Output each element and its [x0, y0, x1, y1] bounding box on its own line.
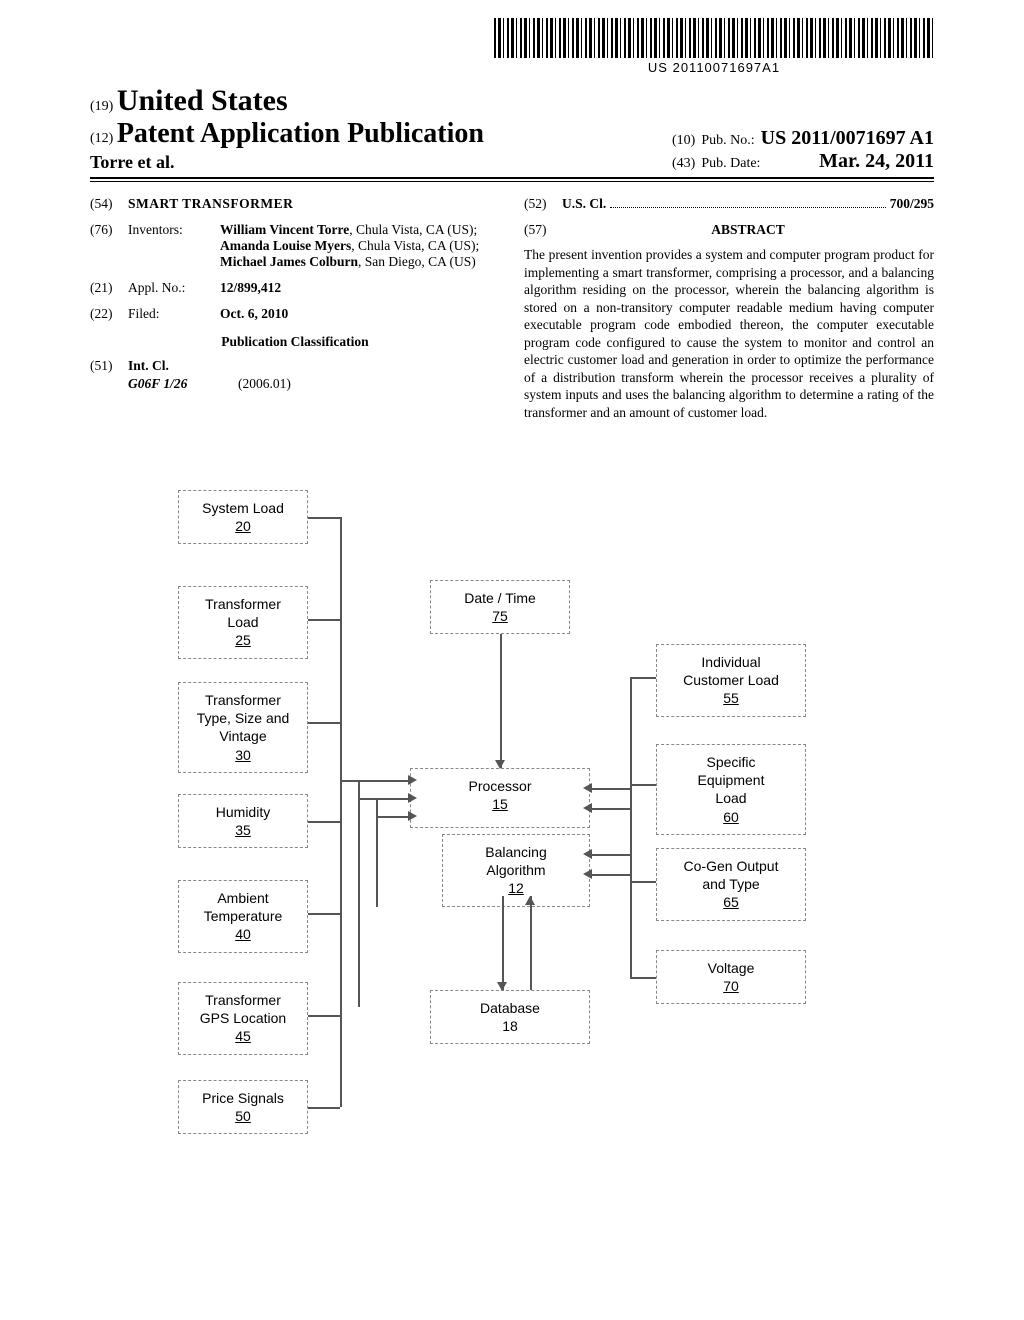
header-right: (10) Pub. No.: US 2011/0071697 A1 (43) P…	[672, 127, 934, 173]
diagram-box-ambient-temp: AmbientTemperature40	[178, 880, 308, 953]
inventors-value: William Vincent Torre, Chula Vista, CA (…	[220, 222, 500, 270]
f54-code: (54)	[90, 196, 128, 212]
authors-line: Torre et al.	[90, 152, 484, 173]
f51-label: Int. Cl.	[128, 358, 169, 374]
diagram-box-equip-load: SpecificEquipmentLoad60	[656, 744, 806, 835]
int-cl-class: G06F 1/26	[128, 376, 238, 392]
diagram-box-database: Database18	[430, 990, 590, 1044]
invention-title: SMART TRANSFORMER	[128, 196, 293, 212]
pub-class-heading: Publication Classification	[90, 334, 500, 350]
figure-diagram: System Load20 TransformerLoad25 Date / Tim…	[130, 490, 890, 1290]
diagram-box-system-load: System Load20	[178, 490, 308, 544]
diagram-box-transformer-load: TransformerLoad25	[178, 586, 308, 659]
pubno-label: Pub. No.:	[701, 133, 754, 149]
appl-no: 12/899,412	[220, 280, 500, 296]
diagram-box-voltage: Voltage70	[656, 950, 806, 1004]
pubdate-label: Pub. Date:	[701, 156, 760, 172]
f22-code: (22)	[90, 306, 128, 322]
thin-rule	[90, 181, 934, 182]
barcode	[494, 18, 934, 58]
diagram-box-gps: TransformerGPS Location45	[178, 982, 308, 1055]
diagram-box-humidity: Humidity35	[178, 794, 308, 848]
pub-code: (12)	[90, 131, 113, 146]
header-country-line: (19) United States	[90, 84, 934, 118]
us-cl-value: 700/295	[890, 196, 934, 212]
f21-label: Appl. No.:	[128, 280, 220, 296]
left-column: (54) SMART TRANSFORMER (76) Inventors: W…	[90, 196, 500, 421]
f76-label: Inventors:	[128, 222, 220, 270]
int-cl-date: (2006.01)	[238, 376, 291, 392]
country-code: (19)	[90, 99, 113, 114]
abstract-text: The present invention provides a system …	[524, 246, 934, 421]
filed-date: Oct. 6, 2010	[220, 306, 500, 322]
barcode-region: US 20110071697A1	[494, 18, 934, 75]
document-header: (19) United States (12) Patent Applicati…	[90, 84, 934, 182]
dotted-leader	[610, 207, 885, 208]
abstract-heading: ABSTRACT	[562, 222, 934, 238]
diagram-box-cust-load: IndividualCustomer Load55	[656, 644, 806, 717]
f21-code: (21)	[90, 280, 128, 296]
right-column: (52) U.S. Cl. 700/295 (57) ABSTRACT The …	[524, 196, 934, 421]
pub-type: Patent Application Publication	[117, 118, 484, 149]
diagram-box-processor: Processor15	[410, 768, 590, 828]
pubdate-value: Mar. 24, 2011	[819, 150, 934, 173]
f52-code: (52)	[524, 196, 562, 212]
f51-code: (51)	[90, 358, 128, 374]
pubno-code: (10)	[672, 133, 695, 149]
diagram-box-price: Price Signals50	[178, 1080, 308, 1134]
f57-code: (57)	[524, 222, 562, 244]
diagram-box-date-time: Date / Time75	[430, 580, 570, 634]
f52-label: U.S. Cl.	[562, 196, 606, 212]
barcode-text: US 20110071697A1	[494, 60, 934, 75]
f22-label: Filed:	[128, 306, 220, 322]
f76-code: (76)	[90, 222, 128, 270]
country-name: United States	[117, 84, 288, 117]
header-left: (12) Patent Application Publication Torr…	[90, 118, 484, 173]
diagram-box-cogen: Co-Gen Outputand Type65	[656, 848, 806, 921]
biblio-columns: (54) SMART TRANSFORMER (76) Inventors: W…	[90, 196, 934, 421]
pubno-value: US 2011/0071697 A1	[761, 127, 934, 150]
diagram-box-transformer-type: TransformerType, Size andVintage30	[178, 682, 308, 773]
diagram-box-balancing: BalancingAlgorithm12	[442, 834, 590, 907]
pubdate-code: (43)	[672, 156, 695, 172]
